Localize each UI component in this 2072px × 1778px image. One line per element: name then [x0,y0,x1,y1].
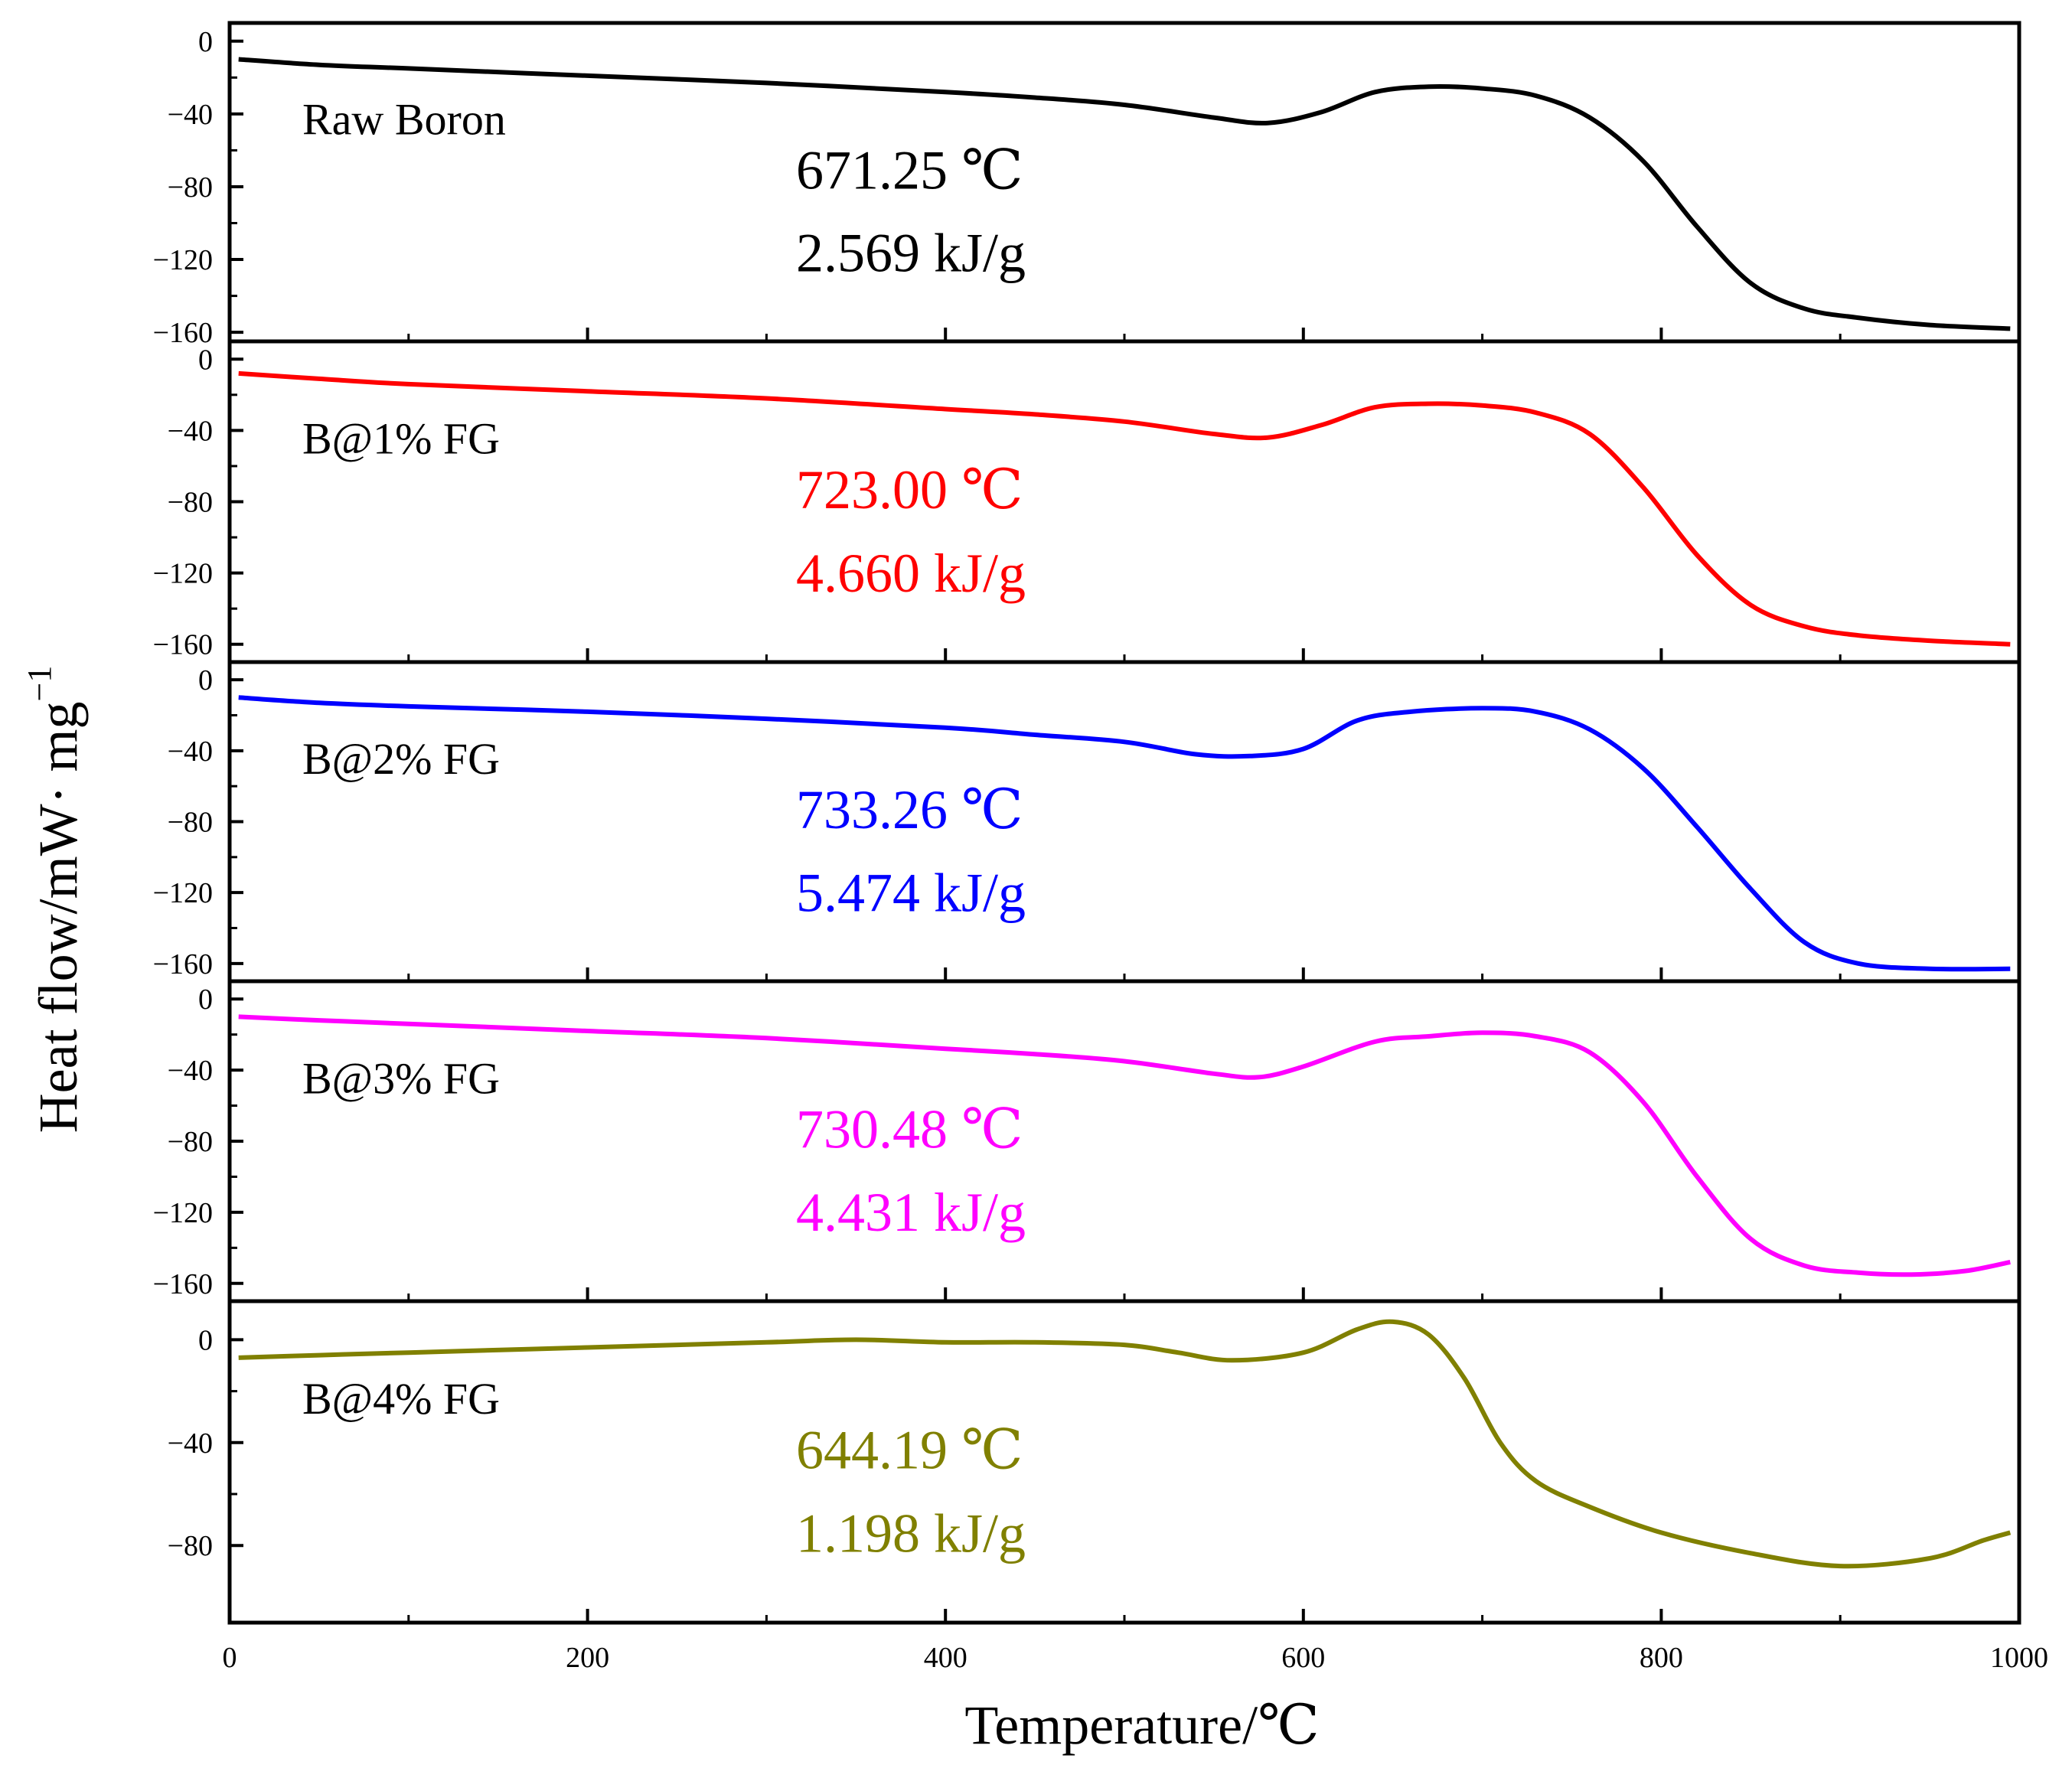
x-tick-label: 200 [566,1642,609,1674]
panel-2-series-line [238,370,2011,647]
panel-1-sample-label: Raw Boron [302,95,506,145]
panels-layer: 0 −40 −80 −120 −160 Raw Boron 671.25 ℃ 2.569 kJ… [153,21,2021,1625]
panel-2-ytick-label: −120 [153,558,213,590]
panel-4-series-line [238,1014,2011,1277]
panel-5-series-line [238,1319,2012,1569]
panel-5-ytick-label: −40 [168,1427,213,1460]
panel-1-ytick-label: −40 [168,99,213,131]
x-tick-label: 1000 [1990,1642,2048,1674]
y-axis-title: Heat flow/mW· mg−1 [21,666,89,1134]
panel-5: 0 −40 −80 B@4% FG 644.19 ℃ 1.198 kJ/g [168,1299,2021,1625]
y-axis-title-main: Heat flow/mW· mg [28,701,89,1133]
panel-5-ytick-label: −80 [168,1530,213,1562]
panel-4-ytick-label: −80 [168,1126,213,1158]
panel-4-sample-label: B@3% FG [302,1053,500,1103]
panel-3-ytick-label: 0 [198,664,213,697]
panel-4-ytick-label: −160 [153,1268,213,1300]
panel-3-ytick-label: −160 [153,948,213,980]
panel-1: 0 −40 −80 −120 −160 Raw Boron 671.25 ℃ 2.569 kJ… [153,21,2021,349]
x-tick-label: 0 [223,1642,237,1674]
panel-4-energy-annotation: 4.431 kJ/g [796,1182,1026,1243]
panel-4-ytick-label: −120 [153,1197,213,1229]
panel-1-ytick-label: −80 [168,171,213,204]
panel-5-temperature-annotation: 644.19 ℃ [796,1419,1023,1480]
panel-5-ytick-label: 0 [198,1324,213,1356]
panel-2-ytick-label: −40 [168,415,213,447]
panel-1-series-line [238,57,2011,331]
panel-2-temperature-annotation: 723.00 ℃ [796,459,1023,520]
y-axis-title-group: Heat flow/mW· mg−1 [21,666,89,1134]
x-axis: 0 200 400 600 800 1000 [223,1642,2049,1674]
panel-2: 0 −40 −80 −120 −160 B@1% FG 723.00 ℃ 4.660 kJ/g [153,339,2021,664]
panel-2-ytick-label: 0 [198,344,213,376]
panel-3-energy-annotation: 5.474 kJ/g [796,862,1026,923]
x-tick-label: 800 [1640,1642,1683,1674]
x-axis-title: Temperature/℃ [964,1695,1319,1756]
x-tick-label: 400 [924,1642,967,1674]
panel-3-sample-label: B@2% FG [302,734,500,784]
panel-5-frame [227,1299,2021,1625]
panel-2-ytick-label: −80 [168,487,213,519]
y-axis-title-superscript: −1 [21,666,58,702]
panel-5-sample-label: B@4% FG [302,1374,500,1424]
panel-3: 0 −40 −80 −120 −160 B@2% FG 733.26 ℃ 5.474 kJ/g [153,660,2021,984]
panel-2-sample-label: B@1% FG [302,414,500,464]
panel-5-energy-annotation: 1.198 kJ/g [796,1503,1026,1564]
x-tick-label: 600 [1281,1642,1325,1674]
panel-4-ytick-label: 0 [198,984,213,1016]
panel-4-temperature-annotation: 730.48 ℃ [796,1098,1023,1160]
panel-1-energy-annotation: 2.569 kJ/g [796,222,1026,283]
panel-3-series-line [238,695,2011,972]
panel-3-temperature-annotation: 733.26 ℃ [796,779,1023,840]
panel-1-ytick-label: −160 [153,317,213,349]
panel-2-energy-annotation: 4.660 kJ/g [796,543,1026,604]
panel-1-ytick-label: −120 [153,244,213,276]
panel-1-temperature-annotation: 671.25 ℃ [796,139,1023,201]
panel-4: 0 −40 −80 −120 −160 B@3% FG 730.48 ℃ 4.431 kJ/g [153,979,2021,1303]
panel-2-ytick-label: −160 [153,629,213,661]
panel-3-ytick-label: −80 [168,807,213,839]
panel-4-ytick-label: −40 [168,1055,213,1087]
panel-3-ytick-label: −40 [168,736,213,768]
panel-3-ytick-label: −120 [153,877,213,909]
panel-1-ytick-label: 0 [198,26,213,58]
